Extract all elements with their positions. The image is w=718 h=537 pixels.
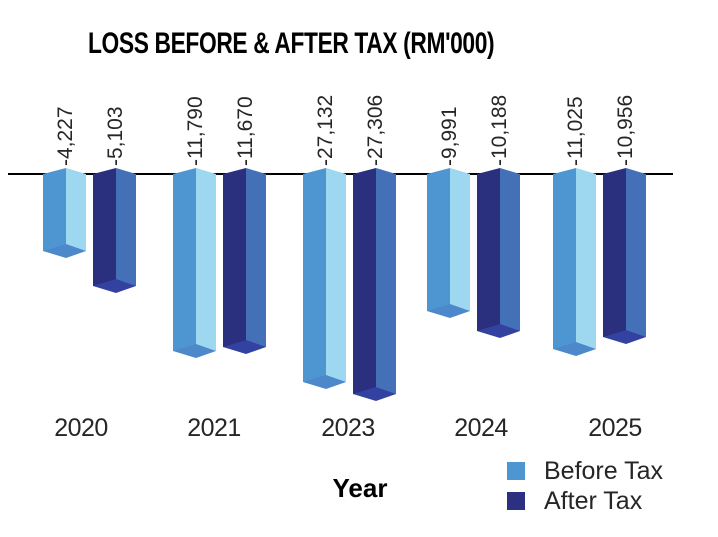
- legend-label-before-tax: Before Tax: [544, 456, 664, 485]
- bar-after-tax-2023: [353, 168, 396, 401]
- bar-before-tax-2021: [173, 168, 216, 358]
- legend: Before Tax After Tax: [507, 456, 663, 516]
- bar-value-label-before-tax-2024: -9,991: [438, 106, 461, 166]
- bar-after-tax-2025: [603, 168, 646, 344]
- bar-value-label-before-tax-2023: -27,132: [314, 94, 337, 166]
- x-tick-label-2025: 2025: [588, 414, 642, 442]
- bar-before-tax-2024: [427, 168, 470, 318]
- legend-swatch-after-tax: [507, 492, 525, 510]
- x-tick-label-2020: 2020: [54, 414, 108, 442]
- legend-row-before-tax: Before Tax: [507, 456, 663, 486]
- bar-value-label-before-tax-2020: -4,227: [54, 106, 77, 166]
- bar-value-label-after-tax-2023: -27,306: [364, 94, 387, 166]
- bar-value-label-after-tax-2021: -11,670: [234, 96, 257, 166]
- x-tick-label-2023: 2023: [321, 414, 375, 442]
- x-tick-label-2024: 2024: [454, 414, 508, 442]
- bar-before-tax-2025: [553, 168, 596, 356]
- bar-after-tax-2020: [93, 168, 136, 293]
- bar-value-label-after-tax-2025: -10,956: [614, 94, 637, 166]
- x-axis-title: Year: [332, 473, 388, 503]
- bar-value-label-before-tax-2021: -11,790: [184, 96, 207, 166]
- bar-value-label-before-tax-2025: -11,025: [564, 96, 587, 166]
- legend-row-after-tax: After Tax: [507, 486, 663, 516]
- bar-after-tax-2021: [223, 168, 266, 354]
- legend-label-after-tax: After Tax: [544, 486, 643, 515]
- bar-value-label-after-tax-2024: -10,188: [488, 94, 511, 166]
- legend-swatch-before-tax: [507, 462, 525, 480]
- x-tick-label-2021: 2021: [187, 414, 241, 442]
- bar-value-label-after-tax-2020: -5,103: [104, 106, 127, 166]
- bar-before-tax-2020: [43, 168, 86, 258]
- bar-before-tax-2023: [303, 168, 346, 389]
- bar-after-tax-2024: [477, 168, 520, 338]
- chart-title: LOSS BEFORE & AFTER TAX (RM'000): [88, 27, 495, 60]
